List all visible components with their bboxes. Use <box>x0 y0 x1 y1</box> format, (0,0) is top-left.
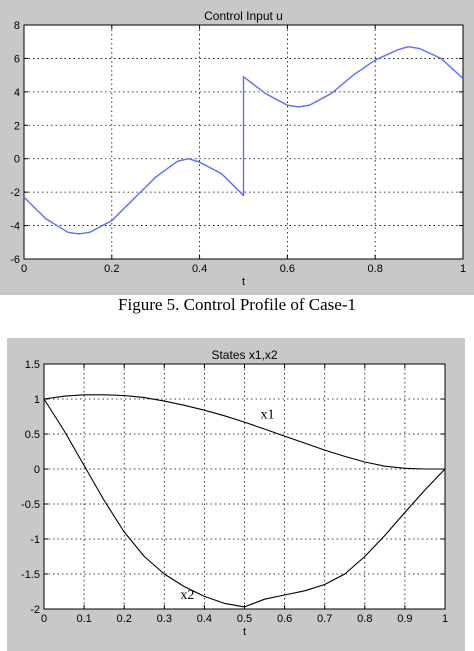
x-tick-label: 0.7 <box>317 613 332 625</box>
x-tick-label: 0.9 <box>397 613 412 625</box>
y-tick-label: -4 <box>10 221 20 233</box>
y-tick-label: 1 <box>34 394 40 406</box>
figure-1-caption: Figure 5. Control Profile of Case-1 <box>118 295 356 314</box>
x-tick-label: 0 <box>41 613 47 625</box>
y-tick-label: 0.5 <box>25 429 40 441</box>
y-tick-label: 1.5 <box>25 359 40 371</box>
x-tick-label: 1 <box>460 263 466 275</box>
annotation-x2: x2 <box>180 588 194 603</box>
x-tick-label: 0.2 <box>117 613 132 625</box>
x-tick-label: 0.4 <box>192 263 207 275</box>
x-tick-label: 0.3 <box>157 613 172 625</box>
chart-title: Control Input u <box>204 9 283 23</box>
control-input-chart: 0 0.2 0.4 0.6 0.8 1 -6 -4 -2 0 2 4 6 8 Control Input u… <box>10 9 466 288</box>
y-tick-label: 0 <box>34 464 40 476</box>
x-tick-label: 0.1 <box>76 613 91 625</box>
x-tick-label: 0.4 <box>197 613 212 625</box>
y-tick-label: -0.5 <box>21 499 40 511</box>
y-tick-label: -2 <box>30 604 40 616</box>
series-line-x1 <box>43 394 445 470</box>
series-line-0 <box>23 46 464 235</box>
x-tick-label: 0.6 <box>277 613 292 625</box>
y-tick-label: 6 <box>14 53 20 65</box>
x-tick-label: 0.8 <box>357 613 372 625</box>
y-tick-label: 8 <box>14 20 20 32</box>
x-tick-label: 0.2 <box>104 263 119 275</box>
y-tick-label: 4 <box>14 87 20 99</box>
x-tick-label: 0 <box>21 263 27 275</box>
x-tick-label: 0.5 <box>237 613 252 625</box>
x-tick-label: 1 <box>442 613 448 625</box>
y-tick-label: -2 <box>10 187 20 199</box>
x-axis-label: t <box>243 626 246 638</box>
y-tick-label: -1.5 <box>21 569 40 581</box>
y-tick-label: 2 <box>14 120 20 132</box>
x-tick-label: 0.6 <box>280 263 295 275</box>
annotation-x1: x1 <box>261 408 275 423</box>
y-tick-label: -6 <box>10 254 20 266</box>
y-tick-label: -1 <box>30 534 40 546</box>
series-line-x2 <box>43 398 446 608</box>
x-tick-label: 0.8 <box>368 263 383 275</box>
chart-title: States x1,x2 <box>211 348 277 362</box>
x-axis-label: t <box>242 276 245 288</box>
y-tick-label: 0 <box>14 154 20 166</box>
